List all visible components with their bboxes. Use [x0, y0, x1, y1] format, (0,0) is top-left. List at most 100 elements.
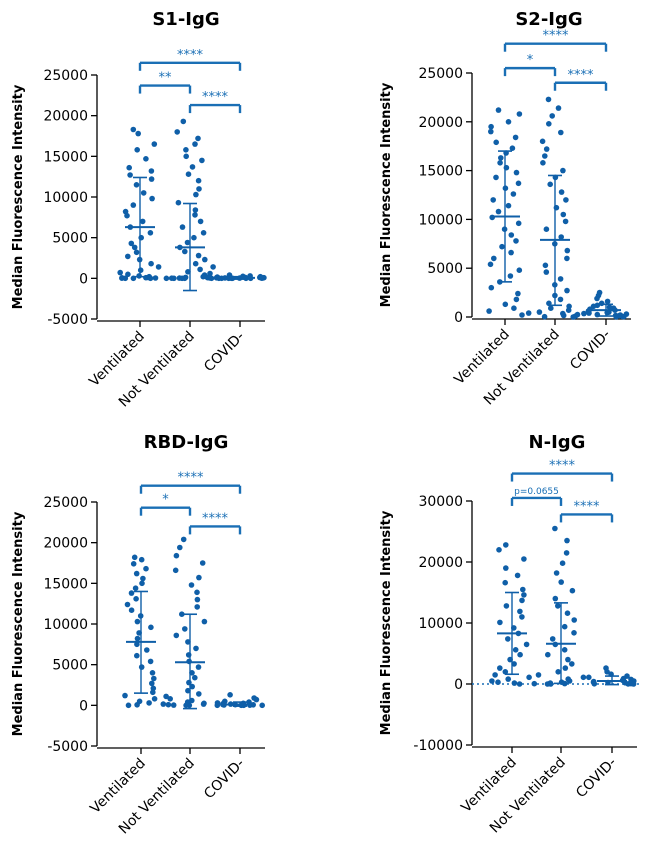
data-point — [555, 105, 562, 111]
data-point — [195, 252, 202, 259]
data-point — [174, 129, 180, 135]
data-point — [521, 592, 527, 598]
data-point — [523, 641, 530, 648]
data-point — [561, 647, 568, 653]
data-point — [499, 243, 505, 250]
data-point — [547, 181, 553, 188]
data-point — [591, 681, 598, 687]
data-point — [594, 311, 601, 318]
data-point — [148, 260, 154, 267]
data-point — [134, 618, 141, 625]
data-point — [151, 675, 157, 682]
data-point — [173, 632, 180, 639]
data-point — [535, 672, 542, 678]
data-point — [510, 191, 517, 197]
data-point — [497, 665, 503, 671]
data-point — [195, 664, 202, 670]
data-point — [517, 651, 523, 658]
data-point — [565, 307, 572, 314]
data-point — [496, 547, 502, 553]
data-point — [488, 284, 495, 291]
data-point — [136, 273, 142, 279]
data-point — [199, 157, 205, 164]
bracket-label: ** — [159, 71, 173, 86]
data-point — [564, 610, 571, 616]
data-point — [185, 687, 191, 694]
data-point — [630, 681, 637, 687]
y-tick-label: 5000 — [52, 231, 88, 247]
data-point — [200, 701, 207, 707]
data-point — [497, 619, 503, 626]
data-point — [125, 253, 131, 260]
data-point — [516, 267, 523, 274]
data-point — [531, 680, 538, 687]
data-point — [552, 525, 558, 532]
data-point — [128, 607, 135, 613]
data-point — [196, 691, 202, 697]
data-point — [134, 652, 140, 659]
y-tick-label: -10000 — [413, 738, 463, 754]
data-point — [150, 689, 156, 696]
data-point — [184, 239, 191, 246]
data-point — [512, 647, 519, 653]
data-point — [508, 232, 515, 238]
y-tick-label: 5000 — [52, 658, 88, 674]
data-point — [525, 310, 532, 316]
y-tick-label: 15000 — [418, 164, 463, 180]
data-point — [134, 702, 140, 708]
data-point — [180, 536, 187, 543]
data-point — [188, 582, 195, 588]
data-point — [147, 658, 154, 665]
bracket-label: p=0.0655 — [514, 487, 559, 497]
x-tick-label: COVID- — [567, 327, 614, 374]
chart-title: S2-IgG — [515, 9, 582, 30]
data-point — [189, 164, 196, 170]
data-point — [543, 146, 550, 152]
data-point — [561, 623, 568, 630]
data-point — [515, 290, 521, 297]
data-point — [179, 611, 185, 617]
data-point — [505, 636, 511, 642]
data-point — [171, 275, 177, 282]
data-point — [495, 679, 501, 685]
y-axis-label: Median Fluorescence Intensity — [11, 511, 26, 736]
data-point — [594, 295, 600, 302]
bracket-label: * — [162, 493, 169, 508]
data-point — [214, 702, 221, 709]
data-point — [172, 567, 179, 574]
data-point — [196, 574, 202, 581]
y-tick-label: -5000 — [47, 312, 88, 328]
data-point — [552, 595, 559, 602]
data-point — [513, 169, 520, 176]
data-point — [517, 608, 523, 615]
data-point — [505, 676, 512, 682]
panel-1: S2-IgG Median Fluorescence Intensity 25000… — [379, 9, 631, 408]
y-axis-label: Median Fluorescence Intensity — [11, 84, 26, 309]
data-point — [122, 275, 129, 282]
data-point — [194, 604, 200, 610]
data-point — [502, 579, 509, 586]
data-point — [200, 230, 207, 236]
data-point — [513, 296, 520, 303]
data-point — [493, 139, 500, 146]
data-point — [134, 147, 140, 153]
data-point — [613, 314, 619, 320]
data-point — [493, 174, 499, 181]
bracket-label: **** — [202, 90, 229, 105]
data-point — [177, 544, 183, 551]
data-point — [516, 111, 523, 117]
data-point — [563, 197, 569, 203]
chart-title: RBD-IgG — [144, 432, 229, 453]
y-tick-label: 0 — [454, 310, 463, 326]
data-point — [192, 212, 198, 218]
data-point — [133, 182, 140, 188]
data-point — [560, 312, 567, 319]
data-point — [497, 160, 503, 166]
data-point — [170, 702, 177, 708]
data-point — [546, 121, 552, 127]
data-point — [581, 310, 587, 317]
data-point — [151, 696, 158, 702]
data-point — [134, 635, 141, 642]
bracket-label: **** — [568, 68, 595, 83]
data-point — [490, 197, 497, 203]
